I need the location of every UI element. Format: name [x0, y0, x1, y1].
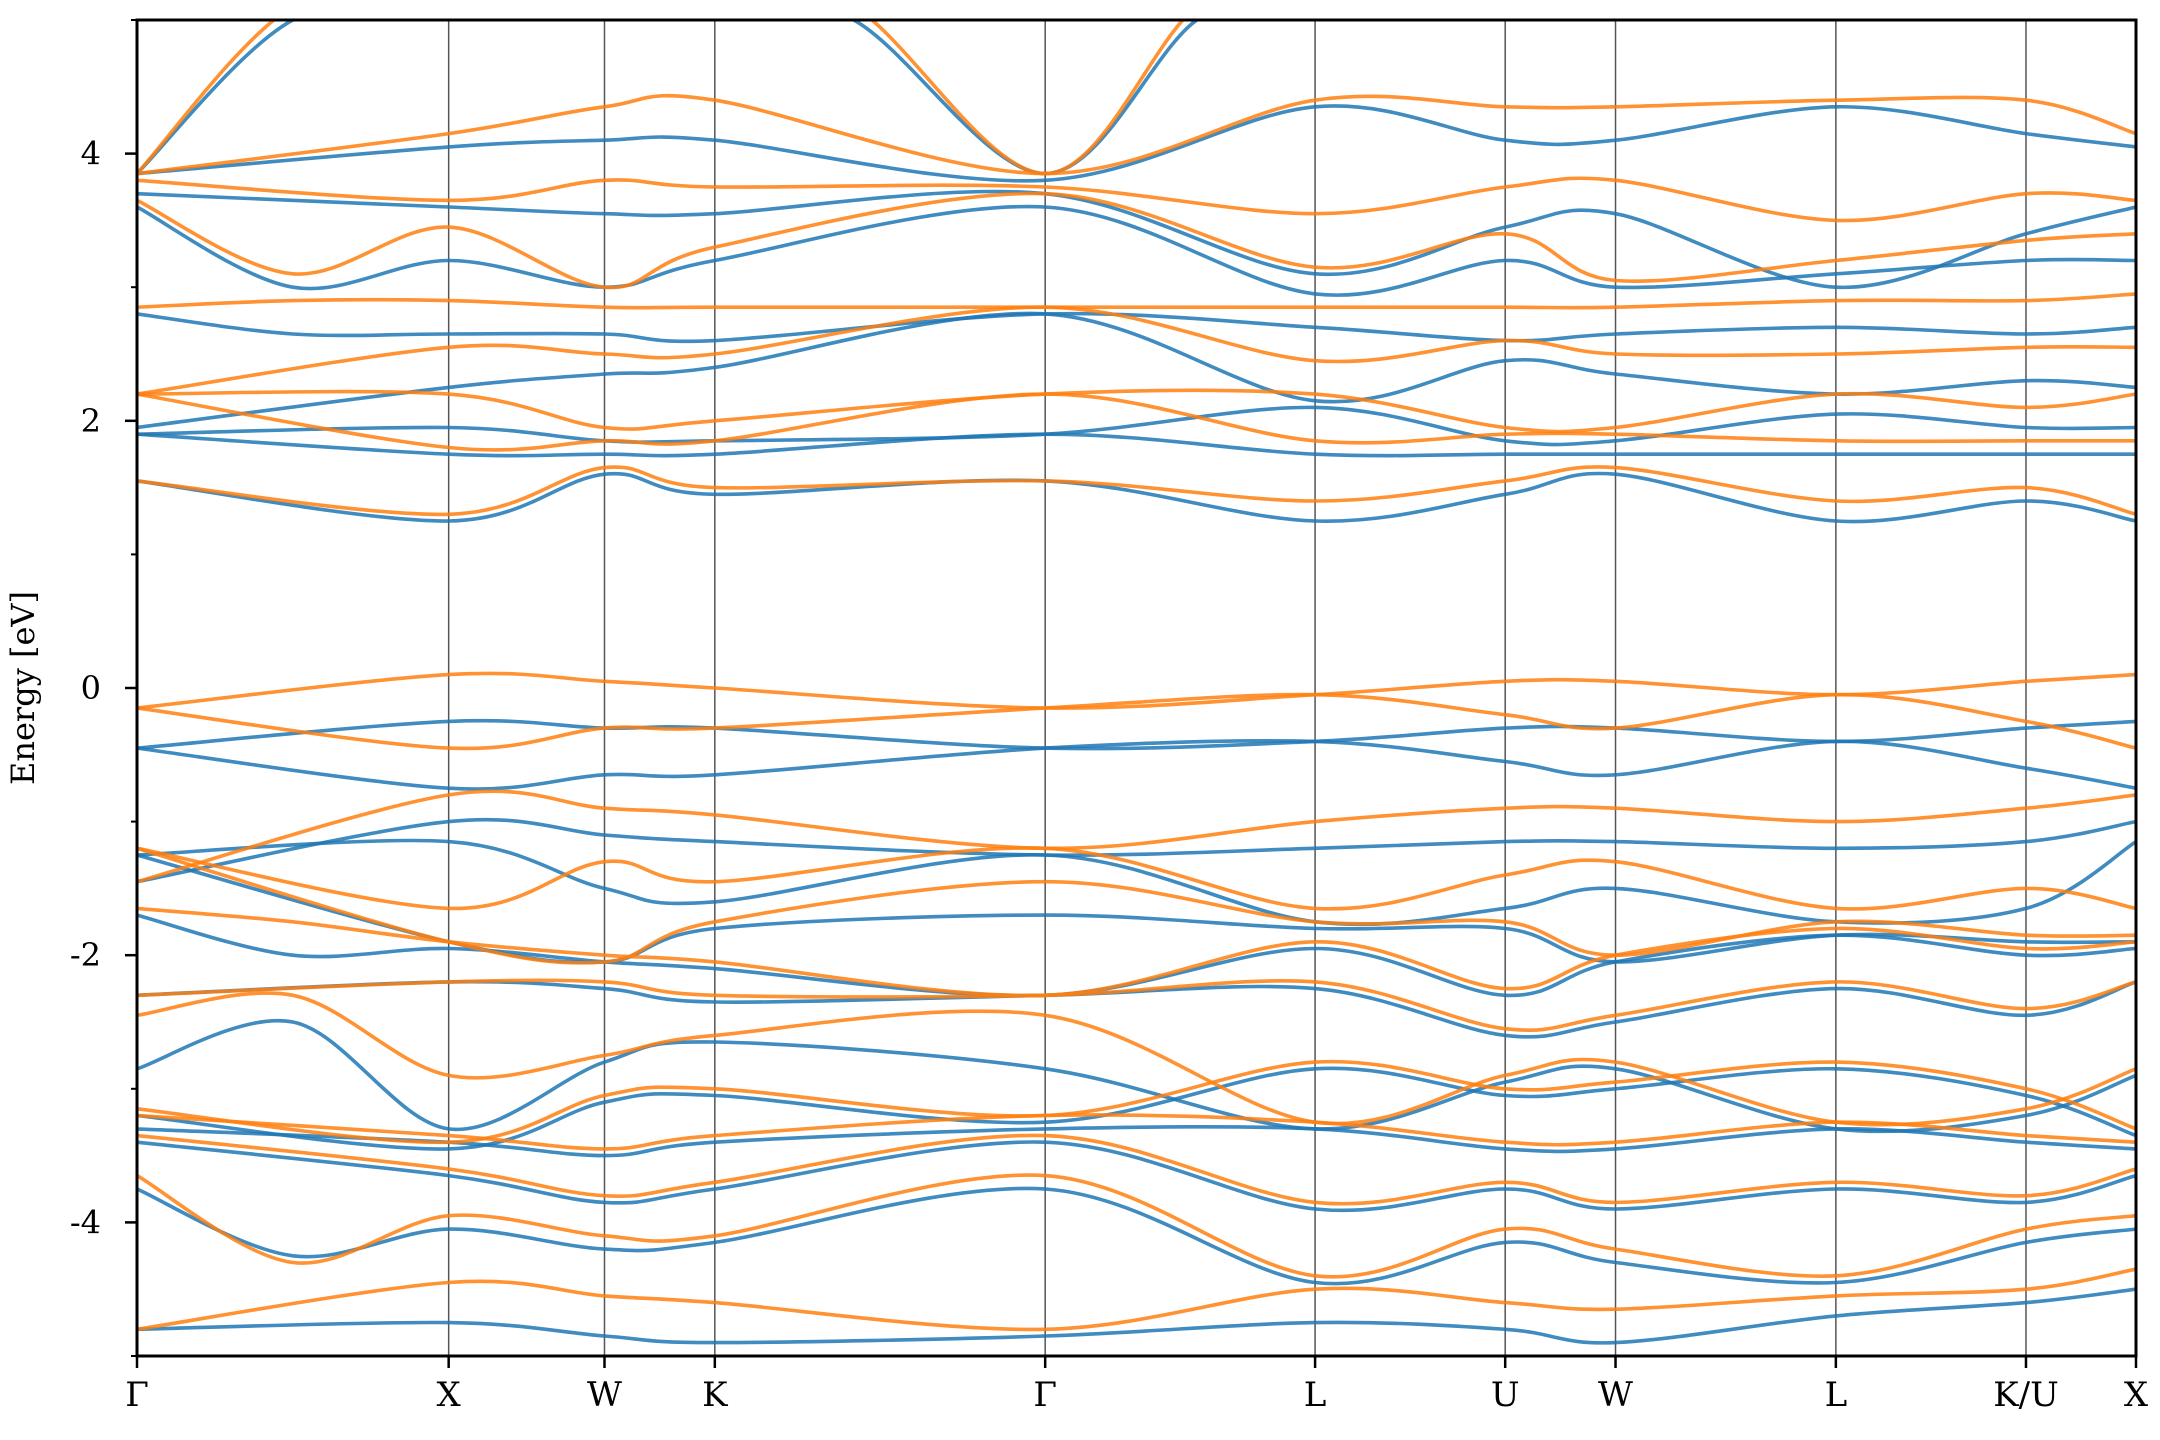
series-0-band-14: [137, 432, 2136, 458]
x-tick-label: Γ: [1033, 1375, 1057, 1415]
x-axis-ticks: Γ X W K Γ L U W L K/U X: [125, 1356, 2149, 1415]
x-tick-label: W: [1598, 1375, 1633, 1415]
series-1: [137, 20, 2136, 1332]
series-1-band-4: [137, 1059, 2136, 1145]
series-1-band-18: [137, 191, 2136, 290]
y-tick-label: -4: [70, 1203, 101, 1241]
series-1-band-15: [137, 388, 2136, 434]
y-axis-ticks: -4 -2 0 2 4: [70, 19, 137, 1357]
series-0-band-4: [137, 1066, 2136, 1151]
x-tick-label: X: [437, 1375, 462, 1415]
y-tick-label: 4: [81, 135, 101, 173]
y-tick-label: 2: [81, 402, 101, 440]
y-tick-label: -2: [70, 936, 101, 974]
series-0-band-12: [137, 718, 2136, 751]
series-0-band-5: [137, 1018, 2136, 1134]
series-1-band-16: [137, 305, 2136, 396]
series-1-band-19: [137, 176, 2136, 223]
series-0-band-6: [137, 979, 2136, 1039]
series-1-band-9: [137, 846, 2136, 911]
x-tick-label: K/U: [1993, 1375, 2059, 1415]
series-1-band-14: [137, 392, 2136, 452]
series-0-band-15: [137, 405, 2136, 447]
x-tick-label: W: [587, 1375, 622, 1415]
x-tick-label: U: [1491, 1375, 1520, 1415]
series-1-band-2: [137, 1133, 2136, 1206]
series-1-band-0: [137, 1267, 2136, 1332]
x-tick-label: X: [2124, 1375, 2149, 1415]
y-axis-title: Energy [eV]: [4, 591, 42, 785]
series-0-band-18: [137, 204, 2136, 297]
series-1-band-5: [137, 991, 2136, 1127]
series-1-band-10: [137, 789, 2136, 884]
series-0-band-1: [137, 1186, 2136, 1286]
series-1-band-12: [137, 671, 2136, 710]
series-1-band-20: [137, 93, 2136, 176]
series-1-band-21: [137, 20, 1186, 176]
y-tick-label: 0: [81, 669, 101, 707]
series-0-band-20: [137, 104, 2136, 183]
x-tick-label: Γ: [125, 1375, 149, 1415]
x-tick-label: L: [1825, 1375, 1848, 1415]
series-1-band-13: [137, 465, 2136, 517]
series-1-band-8: [137, 846, 2136, 965]
series-0-band-2: [137, 1140, 2136, 1213]
x-tick-label: L: [1304, 1375, 1327, 1415]
series-0-band-0: [137, 1287, 2136, 1345]
series-0-band-13: [137, 471, 2136, 524]
series-1-band-1: [137, 1173, 2136, 1279]
bands-group: [137, 20, 2136, 1345]
series-0-band-10: [137, 817, 2136, 884]
series-1-band-6: [137, 978, 2136, 1032]
series-0-band-17: [137, 311, 2136, 344]
series-0-band-19: [137, 189, 2136, 290]
series-1-band-17: [137, 292, 2136, 310]
plot-background: [137, 20, 2136, 1356]
x-tick-label: K: [702, 1375, 728, 1415]
